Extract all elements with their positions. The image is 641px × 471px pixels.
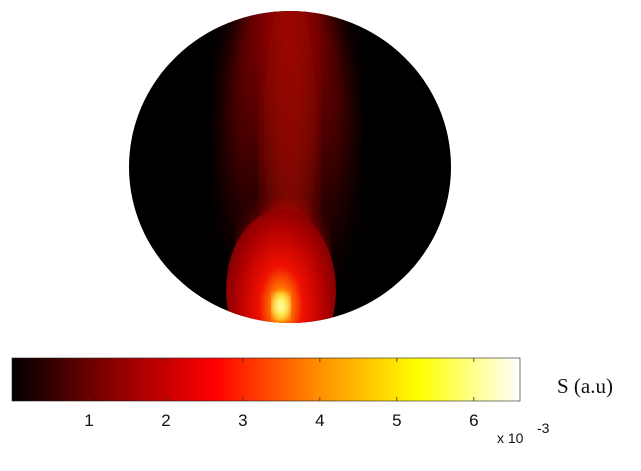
colorbar-tick-label: 6 [469, 411, 478, 430]
heat-plume-core [264, 11, 316, 270]
colorbar-tick-label: 5 [392, 411, 401, 430]
colorbar-ticks [88, 358, 475, 401]
colorbar-tick-label: 1 [84, 411, 93, 430]
colorbar-exponent-base: x 10 [497, 430, 524, 446]
colorbar-label: S (a.u) [557, 374, 613, 398]
colorbar-exponent-power: -3 [537, 420, 550, 436]
colorbar-tick-label: 3 [238, 411, 247, 430]
heat-hotspot-peak [273, 294, 289, 318]
colorbar-tick-label: 2 [161, 411, 170, 430]
colorbar-bar [11, 357, 521, 402]
colorbar-tick-label: 4 [315, 411, 324, 430]
colorbar: 1 2 3 4 5 6 x 10 -3 S (a.u) [11, 357, 613, 446]
heat-hotspot [226, 210, 336, 323]
heatmap-disk [129, 11, 451, 323]
colorbar-tick-labels: 1 2 3 4 5 6 [84, 411, 478, 430]
